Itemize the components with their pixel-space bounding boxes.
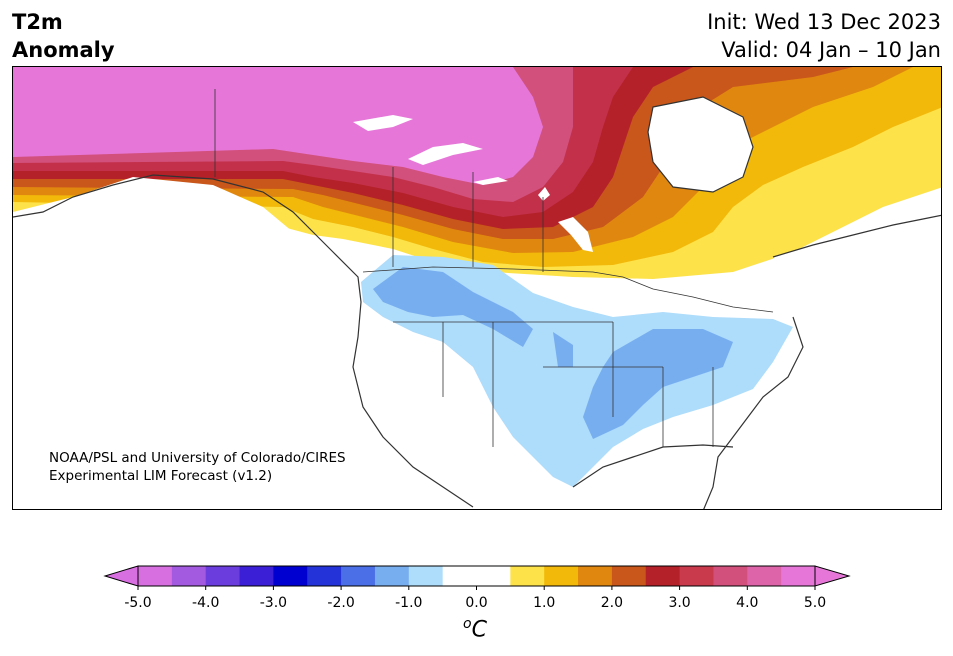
unit-letter: C bbox=[471, 617, 487, 643]
unit-superscript: o bbox=[463, 616, 472, 632]
lake-athabasca bbox=[473, 177, 508, 185]
anomaly-map: NOAA/PSL and University of Colorado/CIRE… bbox=[12, 66, 942, 510]
hudson-bay bbox=[648, 97, 753, 192]
colorbar-swatch bbox=[713, 566, 748, 586]
colorbar-swatch bbox=[645, 566, 681, 586]
colorbar-swatch bbox=[408, 566, 444, 586]
title-line-1: T2m bbox=[12, 10, 63, 34]
colorbar-swatch bbox=[374, 566, 410, 586]
colorbar-tick-label: -5.0 bbox=[124, 595, 151, 611]
colorbar-swatch bbox=[544, 566, 579, 586]
colorbar-tick-label: 2.0 bbox=[601, 595, 623, 611]
anomaly-midblue bbox=[373, 267, 733, 439]
colorbar-swatch bbox=[171, 566, 207, 586]
pacific-ocean bbox=[13, 177, 363, 509]
lake-winnipeg bbox=[558, 217, 593, 252]
colorbar-swatch bbox=[747, 566, 782, 586]
colorbar-swatch bbox=[341, 566, 376, 586]
colorbar-swatch bbox=[273, 566, 308, 586]
colorbar-swatch bbox=[781, 566, 816, 586]
atlantic-ocean bbox=[714, 207, 941, 509]
title-line-2: Anomaly bbox=[12, 38, 115, 62]
colorbar-tick-label: 3.0 bbox=[668, 595, 690, 611]
anomaly-pink-core bbox=[13, 67, 543, 185]
valid-range: Valid: 04 Jan – 10 Jan bbox=[721, 38, 941, 62]
colorbar-swatch bbox=[138, 566, 173, 586]
colorbar-swatch bbox=[442, 566, 477, 586]
colorbar-swatch bbox=[679, 566, 714, 586]
colorbar-tick-label: -4.0 bbox=[192, 595, 219, 611]
colorbar-tick-label: 5.0 bbox=[804, 595, 826, 611]
colorbar-swatch bbox=[205, 566, 241, 586]
colorbar-tick-label: 0.0 bbox=[465, 595, 487, 611]
colorbar-tick-label: 1.0 bbox=[533, 595, 555, 611]
colorbar-swatch bbox=[510, 566, 545, 586]
colorbar-tick-label: -3.0 bbox=[260, 595, 287, 611]
lake-great-bear bbox=[353, 115, 413, 131]
colorbar-swatch bbox=[239, 566, 274, 586]
colorbar-max-extension bbox=[814, 565, 851, 587]
colorbar-unit: oC bbox=[463, 616, 487, 642]
colorbar-swatch bbox=[307, 566, 342, 586]
lake-great-slave bbox=[408, 143, 483, 165]
map-canvas bbox=[13, 67, 941, 509]
colorbar-swatch bbox=[611, 566, 647, 586]
colorbar-tick-label: 4.0 bbox=[736, 595, 758, 611]
credit-line-2: Experimental LIM Forecast (v1.2) bbox=[49, 468, 273, 484]
coastlines bbox=[13, 96, 941, 509]
colorbar-min-extension bbox=[103, 565, 139, 587]
colorbar-tick-label: -2.0 bbox=[327, 595, 354, 611]
political-borders bbox=[214, 89, 774, 447]
credit-line-1: NOAA/PSL and University of Colorado/CIRE… bbox=[49, 450, 346, 466]
credit-text: NOAA/PSL and University of Colorado/CIRE… bbox=[49, 449, 346, 485]
lake-small bbox=[538, 187, 550, 201]
forecast-dates: Init: Wed 13 Dec 2023 Valid: 04 Jan – 10… bbox=[707, 8, 941, 64]
colorbar-swatch bbox=[578, 566, 613, 586]
colorbar-swatch bbox=[476, 566, 511, 586]
map-title: T2m Anomaly bbox=[12, 8, 115, 64]
colorbar-tick-label: -1.0 bbox=[395, 595, 422, 611]
init-date: Init: Wed 13 Dec 2023 bbox=[707, 10, 941, 34]
